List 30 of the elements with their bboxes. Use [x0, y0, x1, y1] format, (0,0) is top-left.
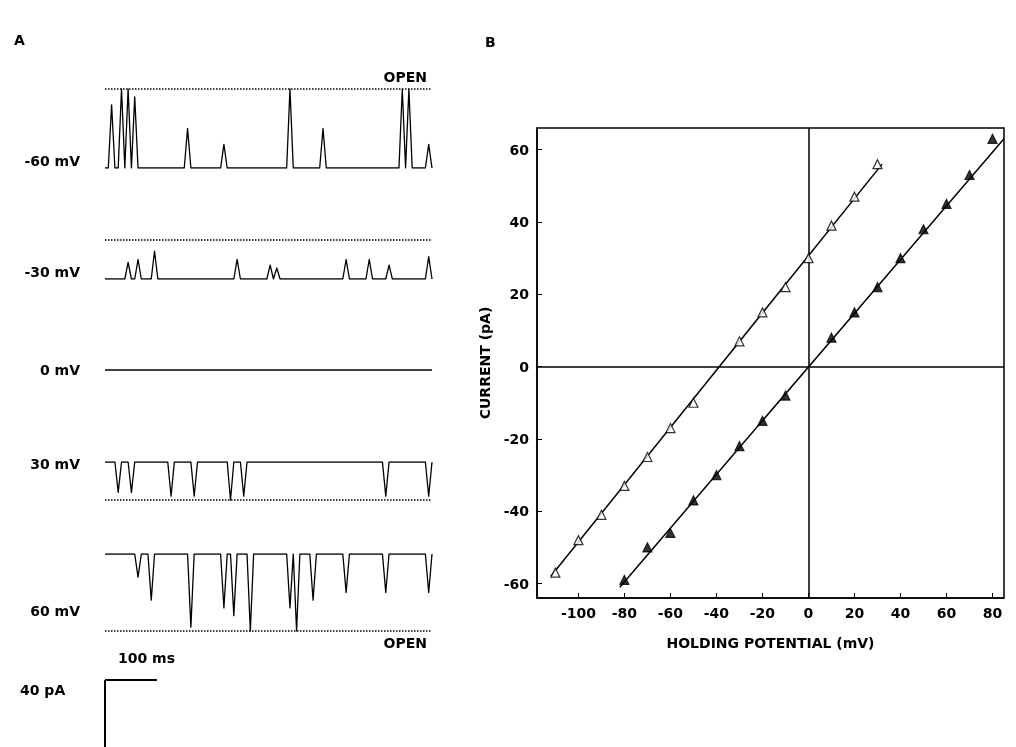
y-axis-title: -30 mV — [24, 264, 81, 280]
y-tick-label: 40 — [509, 214, 530, 230]
x-tick-label: -100 — [560, 605, 597, 621]
text: A — [14, 32, 25, 48]
text: 100 ms — [118, 650, 176, 666]
y-axis-title: CURRENT (pA) — [477, 306, 493, 420]
x-axis-title: HOLDING POTENTIAL (mV) — [666, 635, 875, 651]
y-tick-label: -20 — [503, 430, 530, 447]
text: 40 pA — [20, 682, 66, 698]
x-tick-label: -20 — [749, 605, 776, 621]
x-tick-label: 0 — [803, 605, 814, 621]
x-tick-label: -60 — [657, 605, 684, 621]
x-tick-label: 80 — [982, 605, 1003, 621]
x-tick-label: -40 — [703, 605, 730, 621]
y-tick-label: 60 — [509, 141, 530, 158]
y-tick-label: 20 — [509, 286, 530, 303]
y-axis-title: 30 mV — [30, 456, 81, 472]
x-tick-label: 40 — [890, 605, 911, 621]
y-tick-label: -40 — [503, 503, 530, 520]
chart-title: B — [485, 34, 496, 50]
x-tick-label: 60 — [936, 605, 957, 621]
text: 0 mV — [39, 362, 80, 378]
x-tick-label: 20 — [844, 605, 865, 621]
y-tick-label: 0 — [519, 358, 530, 375]
y-axis-title: -60 mV — [24, 153, 81, 169]
ref-line-label: OPEN — [383, 69, 427, 85]
y-tick-label: -60 — [503, 575, 530, 592]
ref-line-label: OPEN — [383, 635, 427, 651]
x-tick-label: -80 — [611, 605, 638, 621]
y-axis-title: 60 mV — [30, 603, 81, 619]
